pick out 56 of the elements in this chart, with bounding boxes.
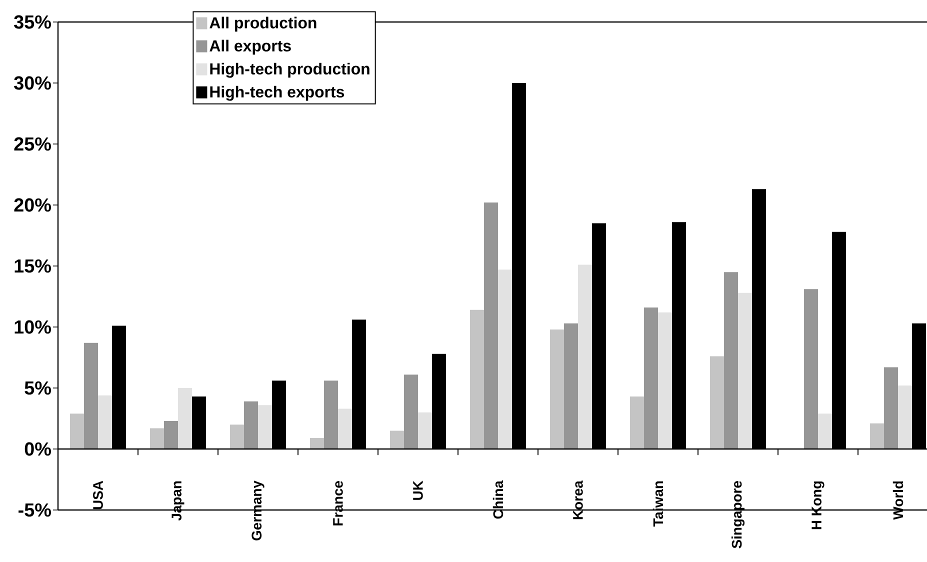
y-tick-label: 5% [24,381,51,395]
bar [658,312,672,449]
y-tick-label: 0% [24,442,51,456]
bar [870,423,884,449]
bar [550,329,564,449]
legend-label: High-tech exports [210,86,344,101]
x-tick-label: World [892,481,904,520]
bar [70,414,84,449]
bar [804,289,818,449]
x-tick-label: USA [93,480,103,510]
bar [578,264,592,449]
bar [564,323,578,449]
legend-label: All exports [210,40,291,55]
y-tick-label: 10% [14,320,51,334]
bar [390,430,404,449]
bar [244,401,258,449]
x-tick-label: China [492,480,504,519]
bar [898,386,912,449]
bar [324,380,338,449]
bar [418,412,432,449]
bar [644,307,658,449]
x-tick-label: Germany [252,480,264,540]
bar [484,202,498,449]
bar [84,342,98,449]
bar [498,270,512,449]
legend-label: All production [210,16,316,32]
bar [818,414,832,449]
legend-label: High-tech production [210,62,370,78]
bar [710,356,724,449]
bar [310,438,324,449]
x-tick-label: Japan [172,481,184,521]
y-tick-label: -5% [18,503,51,517]
bar [338,408,352,449]
bar [884,367,898,449]
bar [404,374,418,449]
y-tick-label: 15% [14,259,51,273]
bar [630,396,644,449]
x-tick-label: Singapore [731,480,745,548]
y-tick-label: 25% [14,137,51,151]
x-tick-label: H Kong [812,481,824,530]
bar [150,428,164,449]
y-tick-label: 30% [14,76,51,90]
x-tick-label: France [333,481,343,526]
bar [178,388,192,449]
bar [164,420,178,449]
y-tick-label: 20% [14,198,51,212]
x-tick-label: Taiwan [652,481,664,527]
bar [470,310,484,449]
bar [230,424,244,449]
x-tick-label: UK [413,480,423,500]
bar [258,405,272,449]
bar [98,395,112,449]
y-tick-label: 35% [14,15,51,29]
bar [738,292,752,449]
bar [724,272,738,449]
x-tick-label: Korea [573,480,583,520]
